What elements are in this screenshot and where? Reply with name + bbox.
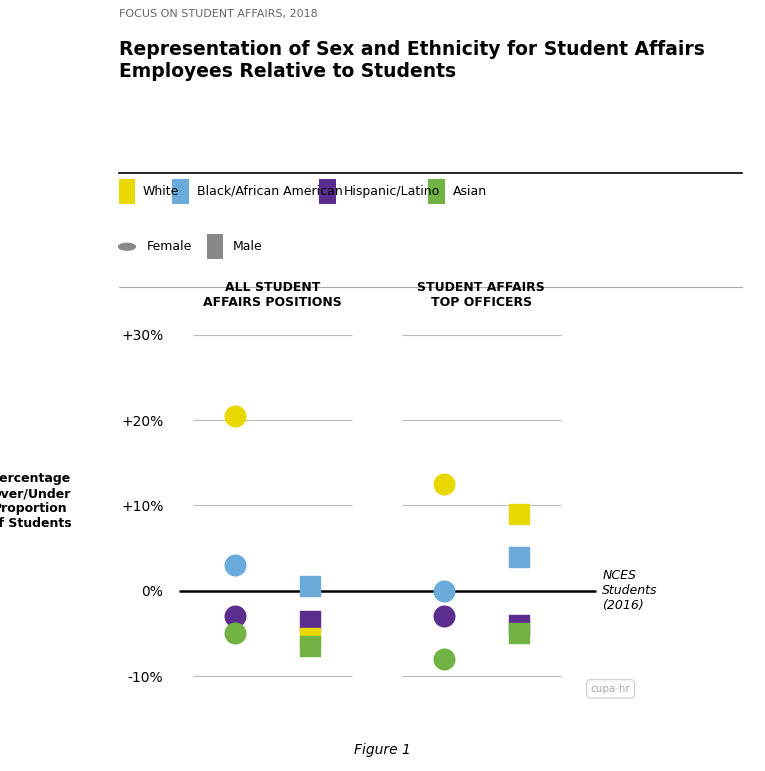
Text: FOCUS ON STUDENT AFFAIRS, 2018: FOCUS ON STUDENT AFFAIRS, 2018 [119, 9, 317, 19]
Text: Female: Female [147, 241, 192, 253]
Text: Representation of Sex and Ethnicity for Student Affairs
Employees Relative to St: Representation of Sex and Ethnicity for … [119, 40, 705, 81]
Point [304, 640, 316, 652]
Point [513, 618, 525, 631]
Point [229, 409, 241, 422]
Point [513, 550, 525, 563]
Point [438, 478, 450, 490]
Point [438, 610, 450, 622]
Point [304, 581, 316, 593]
Text: NCES
Students
(2016): NCES Students (2016) [602, 569, 658, 612]
FancyBboxPatch shape [428, 179, 444, 204]
Point [513, 508, 525, 520]
Text: Male: Male [233, 241, 262, 253]
FancyBboxPatch shape [172, 179, 189, 204]
Point [513, 627, 525, 639]
FancyBboxPatch shape [207, 234, 223, 259]
Point [229, 559, 241, 571]
Circle shape [119, 244, 135, 250]
Point [438, 653, 450, 665]
Point [229, 627, 241, 639]
Text: White: White [143, 185, 180, 197]
Text: Figure 1: Figure 1 [354, 743, 411, 757]
Point [304, 614, 316, 627]
Text: Hispanic/Latino: Hispanic/Latino [343, 185, 440, 197]
Point [438, 584, 450, 597]
Text: STUDENT AFFAIRS
TOP OFFICERS: STUDENT AFFAIRS TOP OFFICERS [418, 281, 545, 309]
Text: ALL STUDENT
AFFAIRS POSITIONS: ALL STUDENT AFFAIRS POSITIONS [203, 281, 342, 309]
Point [229, 610, 241, 622]
FancyBboxPatch shape [119, 179, 135, 204]
Text: Asian: Asian [452, 185, 487, 197]
Text: Black/African American: Black/African American [197, 185, 343, 197]
Point [304, 631, 316, 644]
FancyBboxPatch shape [319, 179, 336, 204]
Text: Percentage
Over/Under
Proportion
of Students: Percentage Over/Under Proportion of Stud… [0, 472, 71, 530]
Text: cupa·hr: cupa·hr [591, 684, 630, 694]
